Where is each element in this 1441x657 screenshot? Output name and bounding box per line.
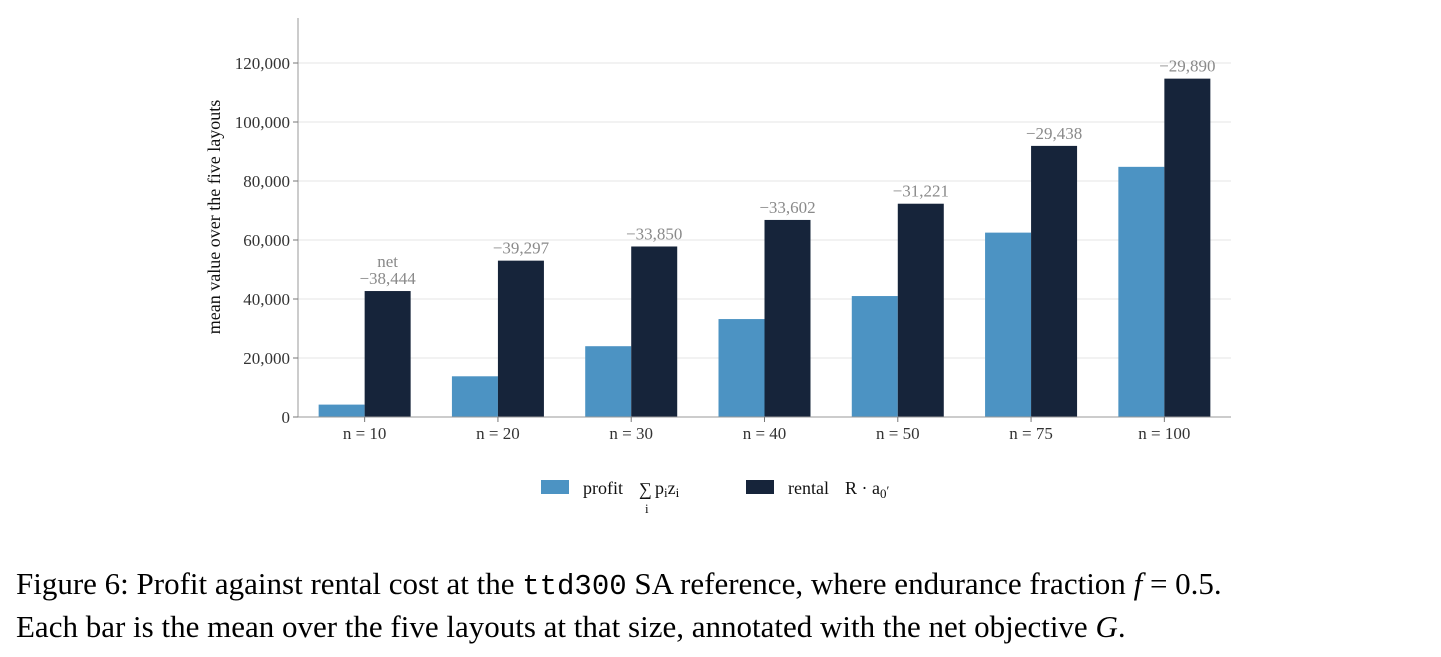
bar-profit-2 [585, 346, 632, 417]
bar-rental-4 [897, 203, 944, 417]
x-tick-label: n = 100 [1138, 424, 1190, 443]
y-axis-label: mean value over the five layouts [204, 100, 224, 334]
y-tick-label: 80,000 [243, 172, 290, 191]
net-prefix-label: net [377, 252, 398, 271]
bars [318, 78, 1211, 417]
x-tick-label: n = 30 [609, 424, 653, 443]
net-label-5: −29,438 [1026, 124, 1082, 143]
legend-sigma-sub: i [645, 501, 649, 516]
net-label-1: −39,297 [493, 239, 550, 258]
caption-var-f: f [1133, 566, 1143, 601]
bar-profit-0 [318, 404, 365, 417]
figure-caption: Figure 6: Profit against rental cost at … [16, 564, 1436, 647]
net-label-3: −33,602 [759, 198, 815, 217]
caption-line-1: Figure 6: Profit against rental cost at … [16, 566, 1222, 603]
legend-label-profit: profit [583, 478, 623, 498]
bar-rental-2 [631, 246, 678, 417]
caption-var-g: G [1095, 609, 1118, 644]
x-tick-label: n = 20 [476, 424, 520, 443]
net-label-0: −38,444 [359, 269, 416, 288]
bar-rental-3 [764, 219, 811, 417]
x-tick-label: n = 75 [1009, 424, 1053, 443]
y-tick-label: 40,000 [243, 290, 290, 309]
legend-label-rental: rental [788, 478, 829, 498]
x-tick-label: n = 10 [343, 424, 387, 443]
net-label-6: −29,890 [1159, 57, 1215, 76]
y-tick-label: 120,000 [235, 54, 290, 73]
y-tick-label: 0 [282, 408, 291, 427]
bar-rental-0 [364, 291, 411, 417]
x-tick-label: n = 40 [743, 424, 787, 443]
bar-profit-1 [451, 376, 498, 417]
legend-expr-profit: pizi [655, 478, 680, 500]
legend-expr-rental: R · a0′ [845, 478, 890, 501]
y-tick-label: 60,000 [243, 231, 290, 250]
legend-swatch-rental [746, 480, 774, 494]
net-label-2: −33,850 [626, 224, 682, 243]
x-tick-labels: n = 10 n = 20 n = 30 n = 40 n = 50 n = 75 n = … [343, 417, 1190, 443]
bar-rental-6 [1164, 78, 1211, 417]
caption-code: ttd300 [522, 570, 627, 603]
bar-profit-5 [985, 232, 1032, 417]
y-tick-labels: 0 20,000 40,000 60,000 80,000 100,000 120,000 [235, 54, 298, 427]
x-tick-label: n = 50 [876, 424, 920, 443]
bar-rental-5 [1031, 145, 1078, 417]
bar-profit-6 [1118, 166, 1165, 417]
bar-profit-4 [851, 296, 898, 417]
y-tick-label: 20,000 [243, 349, 290, 368]
net-label-4: −31,221 [893, 182, 949, 201]
legend: profit ∑ i pizi rental R · a0′ [541, 478, 890, 516]
legend-sigma: ∑ [639, 479, 652, 499]
bar-chart: 020,00040,00060,00080,000100,000120,000 … [204, 18, 1231, 516]
legend-swatch-profit [541, 480, 569, 494]
y-tick-label: 100,000 [235, 113, 290, 132]
bar-profit-3 [718, 319, 765, 417]
caption-line-2: Each bar is the mean over the five layou… [16, 609, 1126, 644]
bar-rental-1 [497, 260, 544, 417]
